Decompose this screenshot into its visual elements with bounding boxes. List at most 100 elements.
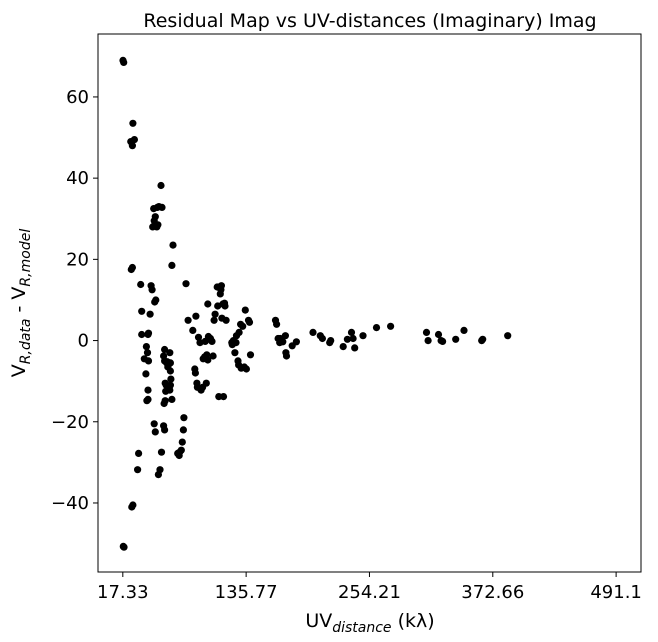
data-point	[347, 328, 356, 336]
data-point	[479, 335, 487, 343]
data-point	[179, 426, 187, 434]
data-point	[166, 349, 174, 357]
data-point	[178, 438, 186, 446]
y-axis-label: VR,data - VR,model	[8, 229, 34, 378]
data-point	[182, 280, 190, 288]
data-point	[434, 330, 443, 339]
data-point	[209, 352, 217, 360]
data-point	[222, 316, 230, 324]
data-point	[359, 332, 367, 340]
data-point	[120, 543, 128, 551]
data-point	[154, 221, 162, 229]
data-point	[235, 328, 243, 336]
data-point	[156, 466, 164, 474]
x-tick-label: 491.1	[590, 582, 642, 603]
data-point	[239, 322, 247, 330]
data-point	[327, 337, 335, 345]
x-axis-label-unit: (kλ)	[392, 610, 435, 632]
data-point	[129, 119, 137, 127]
data-point	[167, 375, 175, 383]
data-point	[168, 261, 176, 269]
data-point	[204, 356, 212, 364]
data-point	[208, 337, 216, 345]
data-point	[202, 379, 210, 387]
data-point	[242, 365, 250, 373]
data-point	[281, 332, 289, 340]
data-point	[273, 320, 281, 328]
y-tick-label: 0	[78, 331, 89, 352]
chart-title: Residual Map vs UV-distances (Imaginary)…	[143, 10, 596, 32]
data-point	[166, 386, 174, 394]
data-point	[309, 328, 317, 336]
y-tick-label: 60	[66, 87, 89, 108]
data-point	[144, 357, 153, 365]
data-point	[219, 393, 228, 401]
data-point	[168, 395, 176, 403]
y-axis-ticks: −40 −20 0 20 40 60	[51, 87, 98, 514]
data-point	[152, 296, 160, 304]
data-point	[120, 58, 128, 66]
y-tick-label: −20	[51, 412, 89, 433]
data-point	[151, 428, 159, 436]
data-point	[143, 349, 152, 357]
data-point	[144, 395, 152, 403]
x-axis-label-subscript: distance	[332, 620, 391, 636]
data-point	[138, 307, 146, 315]
data-point	[439, 337, 447, 345]
x-tick-label: 372.66	[461, 582, 524, 603]
y-tick-label: 20	[66, 249, 89, 270]
data-point	[424, 337, 432, 345]
data-point	[189, 326, 197, 334]
data-point	[504, 332, 512, 340]
data-point	[161, 345, 169, 354]
data-point	[211, 310, 219, 318]
data-point	[318, 334, 326, 343]
data-point	[210, 316, 218, 324]
data-point	[153, 203, 161, 211]
data-point	[246, 351, 255, 359]
data-point	[232, 339, 240, 347]
data-point	[157, 448, 166, 456]
data-point	[192, 312, 200, 320]
data-point	[142, 370, 150, 378]
data-point	[134, 466, 142, 474]
data-point	[128, 142, 136, 150]
data-point	[343, 335, 351, 343]
x-tick-label: 135.77	[215, 582, 278, 603]
data-point	[144, 386, 152, 394]
data-point	[146, 310, 154, 318]
data-point	[191, 369, 199, 377]
data-point	[161, 397, 169, 405]
x-axis-label: UVdistance (kλ)	[305, 610, 434, 636]
data-point	[245, 318, 254, 326]
data-point	[279, 338, 287, 346]
data-point	[387, 322, 395, 330]
data-point	[144, 329, 153, 337]
x-axis-label-main: UV	[305, 610, 332, 632]
data-point	[135, 449, 143, 457]
data-point	[130, 136, 138, 144]
data-point	[184, 316, 192, 324]
data-point	[138, 330, 146, 339]
data-point	[204, 300, 212, 308]
data-point	[292, 338, 300, 346]
data-point	[180, 414, 188, 422]
y-axis-label-a: V	[8, 364, 30, 377]
data-point	[452, 335, 460, 343]
data-point	[241, 306, 249, 314]
data-point	[422, 328, 431, 336]
data-point	[351, 344, 359, 352]
data-point	[372, 324, 381, 332]
data-point	[166, 367, 174, 375]
data-point	[169, 241, 177, 249]
data-point	[151, 213, 159, 221]
plot-area-frame	[97, 33, 642, 573]
data-point	[349, 334, 357, 343]
y-axis-label-mid: - V	[8, 287, 30, 319]
data-point	[177, 446, 185, 454]
data-point	[282, 352, 291, 360]
x-tick-label: 254.21	[338, 582, 401, 603]
data-point	[161, 426, 169, 434]
data-points	[119, 56, 512, 551]
